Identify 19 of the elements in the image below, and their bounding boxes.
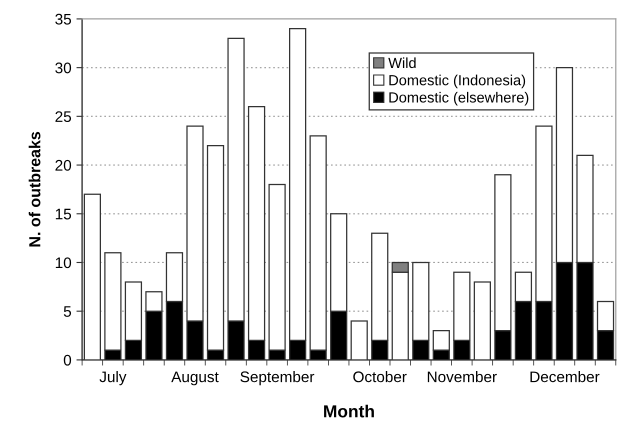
legend-label: Domestic (elsewhere) — [389, 92, 528, 106]
y-tick-label: 25 — [55, 111, 72, 122]
y-tick-label: 30 — [55, 62, 72, 74]
x-tick-label: November — [428, 371, 497, 382]
x-axis-title: Month — [324, 404, 374, 418]
y-tick-label: 35 — [55, 14, 72, 25]
y-tick-label: 15 — [56, 208, 72, 220]
y-axis-title: N. of outbreaks — [28, 132, 40, 246]
x-tick-label: July — [100, 371, 126, 386]
y-tick-label: 5 — [64, 306, 72, 317]
legend-label: Domestic (Indonesia) — [389, 74, 526, 88]
x-tick-label: October — [353, 371, 407, 382]
y-tick-label: 0 — [64, 354, 72, 366]
legend-label: Wild — [388, 57, 416, 68]
x-tick-label: December — [530, 371, 600, 382]
x-tick-label: August — [171, 372, 219, 386]
x-tick-label: September — [240, 371, 314, 386]
y-tick-label: 10 — [56, 257, 72, 268]
y-tick-label: 20 — [55, 160, 72, 171]
